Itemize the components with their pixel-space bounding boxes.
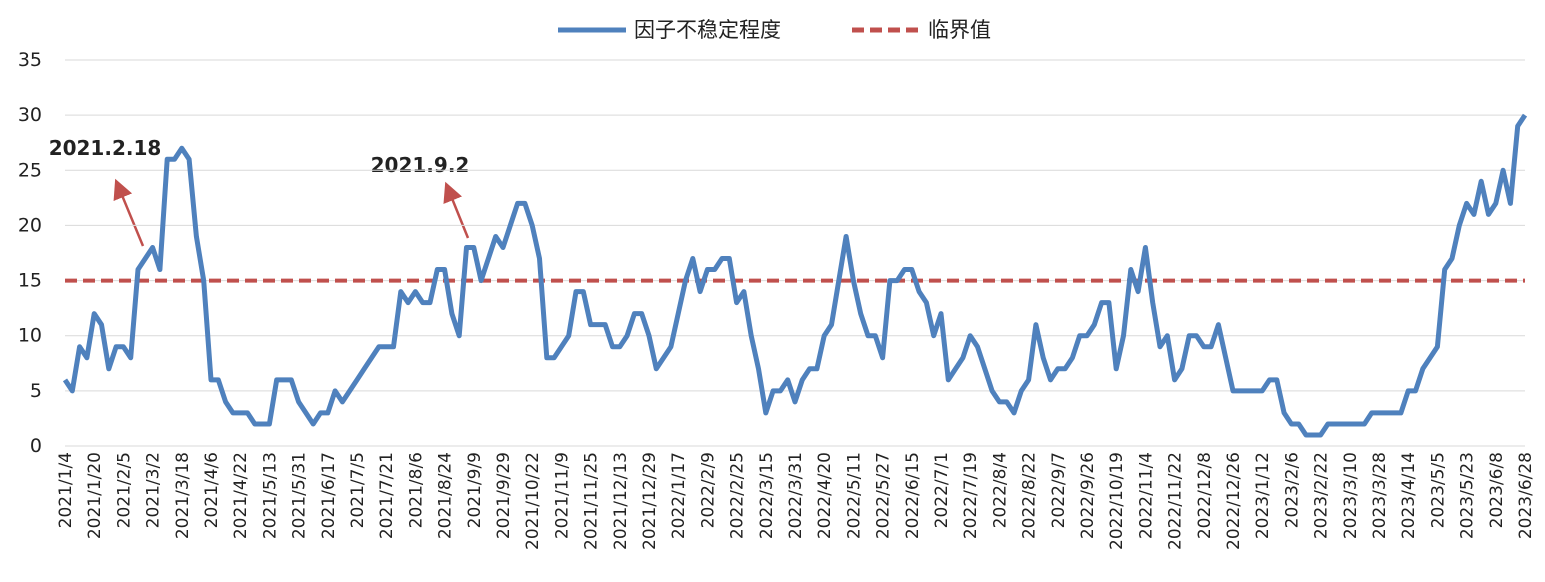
data-line: [62, 113, 1528, 438]
x-tick-label: 2022/10/19: [1107, 452, 1127, 550]
x-tick-label: 2022/7/19: [961, 452, 981, 539]
x-tick-label: 2021/1/4: [56, 452, 76, 528]
x-tick-label: 2022/8/22: [1020, 452, 1040, 539]
x-tick-label: 2022/7/1: [932, 452, 952, 528]
y-tick-label: 25: [18, 159, 42, 181]
x-tick-label: 2022/12/8: [1195, 452, 1215, 539]
x-tick-label: 2021/4/22: [231, 452, 251, 539]
annotation-arrow: [443, 181, 470, 239]
x-tick-label: 2021/5/31: [290, 452, 310, 539]
x-tick-label: 2023/6/28: [1516, 452, 1536, 539]
x-tick-label: 2021/12/29: [640, 452, 660, 550]
x-tick-label: 2021/3/2: [144, 452, 164, 528]
x-tick-label: 2022/2/9: [698, 452, 718, 528]
x-tick-label: 2022/5/11: [844, 452, 864, 539]
y-tick-label: 20: [18, 214, 42, 236]
x-tick-label: 2021/11/9: [552, 452, 572, 539]
x-tick-label: 2023/1/12: [1253, 452, 1273, 539]
x-tick-label: 2021/4/6: [202, 452, 222, 528]
legend-label: 临界值: [928, 18, 991, 42]
x-tick-label: 2021/2/5: [114, 452, 134, 528]
x-tick-label: 2023/4/14: [1399, 452, 1419, 539]
annotation: 2021.9.2: [371, 153, 470, 177]
x-tick-label: 2023/2/6: [1282, 452, 1302, 528]
x-tick-label: 2021/8/24: [436, 452, 456, 539]
x-tick-label: 2022/3/31: [786, 452, 806, 539]
y-tick-label: 35: [18, 49, 42, 71]
y-tick-label: 30: [18, 104, 42, 126]
x-tick-label: 2022/9/26: [1078, 452, 1098, 539]
x-tick-label: 2023/2/22: [1312, 452, 1332, 539]
x-tick-label: 2021/1/20: [85, 452, 105, 539]
x-tick-label: 2021/7/5: [348, 452, 368, 528]
x-tick-label: 2021/11/25: [582, 452, 602, 550]
x-tick-label: 2021/5/13: [260, 452, 280, 539]
x-tick-label: 2023/3/10: [1341, 452, 1361, 539]
x-tick-label: 2021/10/22: [523, 452, 543, 550]
x-tick-label: 2023/5/5: [1428, 452, 1448, 528]
x-tick-label: 2022/4/20: [815, 452, 835, 539]
x-tick-label: 2022/3/15: [757, 452, 777, 539]
annotation: 2021.2.18: [49, 136, 162, 160]
x-tick-label: 2021/6/17: [319, 452, 339, 539]
x-tick-label: 2023/5/23: [1458, 452, 1478, 539]
x-tick-label: 2021/9/29: [494, 452, 514, 539]
x-tick-label: 2022/11/22: [1166, 452, 1186, 550]
x-tick-label: 2021/7/21: [377, 452, 397, 539]
legend-label: 因子不稳定程度: [634, 18, 781, 42]
x-tick-label: 2023/6/8: [1487, 452, 1507, 528]
x-tick-label: 2022/12/26: [1224, 452, 1244, 550]
x-tick-label: 2021/8/6: [406, 452, 426, 528]
y-tick-label: 5: [30, 380, 42, 402]
y-tick-label: 10: [18, 325, 42, 347]
x-tick-label: 2021/3/18: [173, 452, 193, 539]
x-tick-label: 2022/6/15: [903, 452, 923, 539]
y-tick-label: 0: [30, 435, 42, 457]
annotation-arrow: [113, 178, 145, 247]
x-tick-label: 2022/9/7: [1049, 452, 1069, 528]
x-tick-label: 2022/11/4: [1136, 452, 1156, 539]
x-tick-label: 2021/12/13: [611, 452, 631, 550]
x-tick-label: 2023/3/28: [1370, 452, 1390, 539]
x-tick-label: 2022/2/25: [728, 452, 748, 539]
x-tick-label: 2022/1/17: [669, 452, 689, 539]
y-tick-label: 15: [18, 270, 42, 292]
x-tick-label: 2021/9/9: [465, 452, 485, 528]
x-tick-label: 2022/5/27: [874, 452, 894, 539]
x-tick-label: 2022/8/4: [990, 452, 1010, 528]
